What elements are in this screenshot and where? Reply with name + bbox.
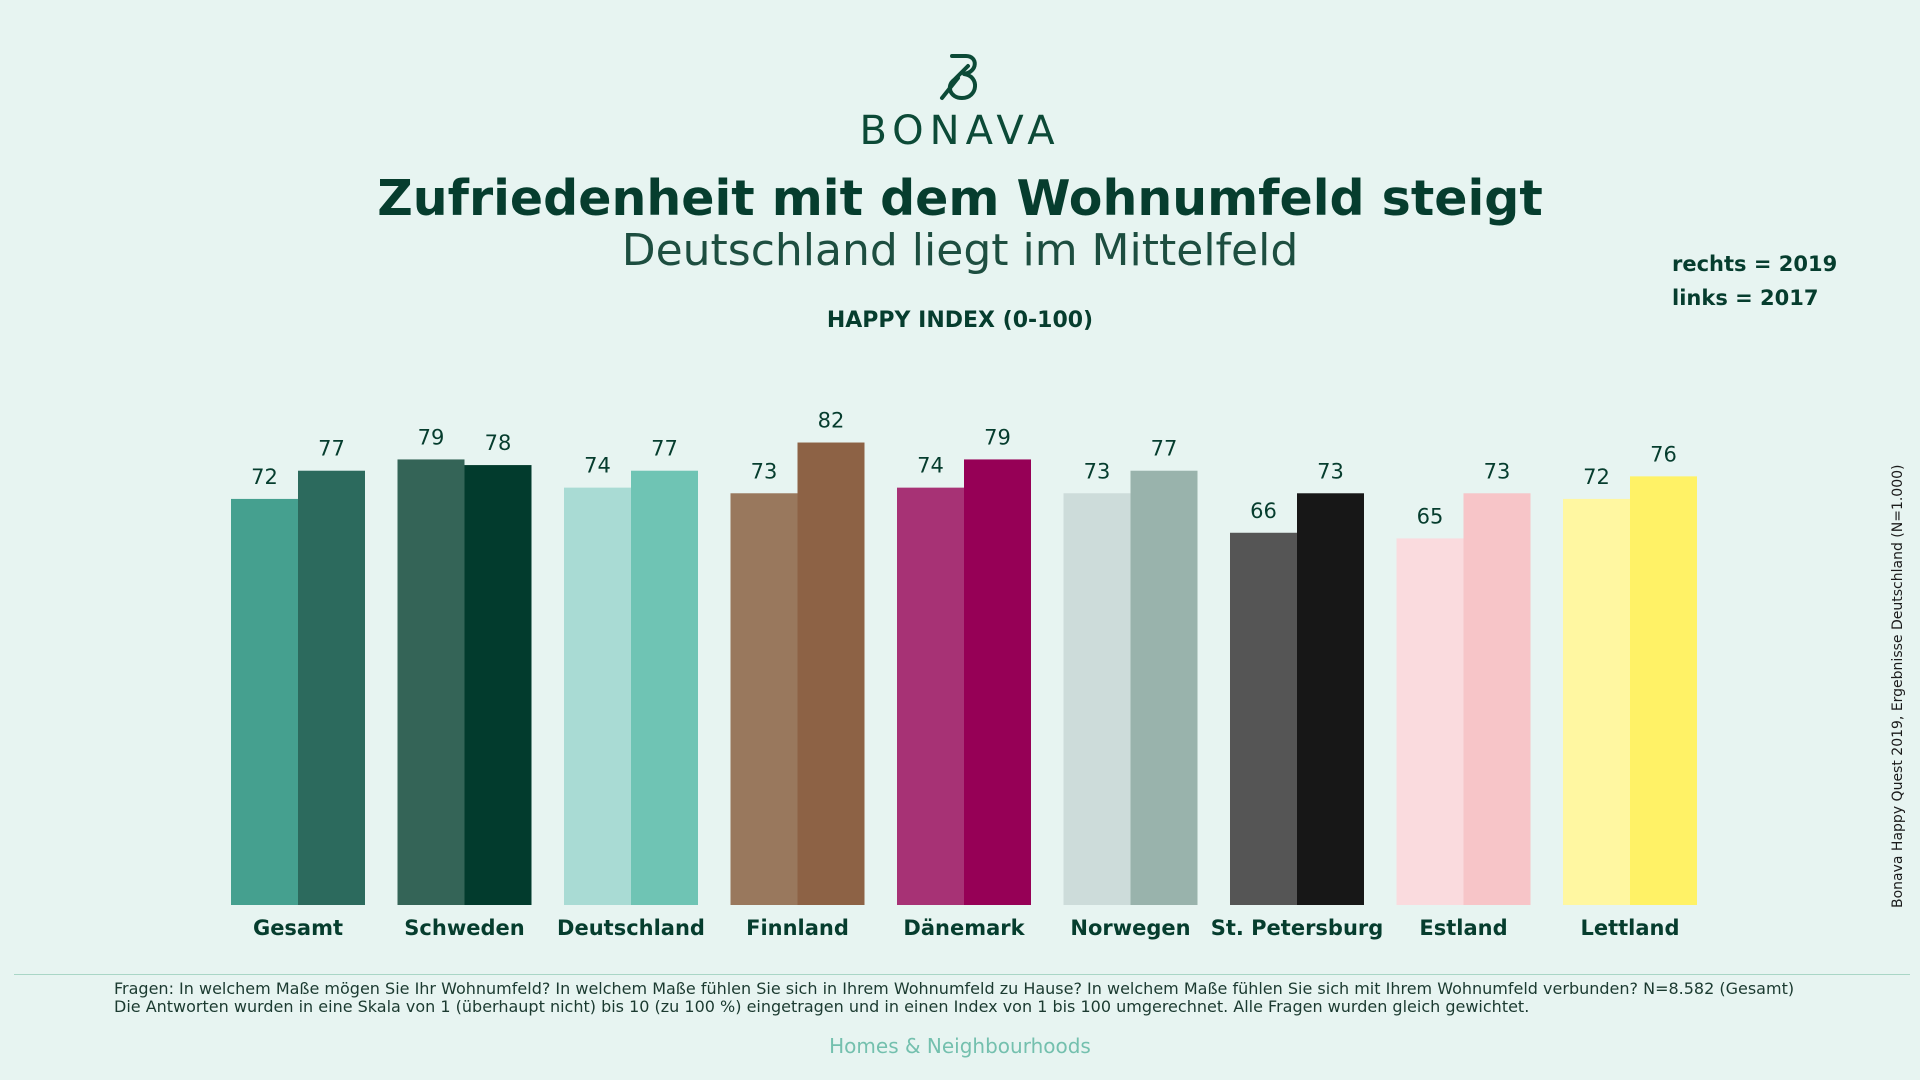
index-title: HAPPY INDEX (0-100) bbox=[826, 308, 1094, 333]
bar-gesamt-right bbox=[298, 470, 365, 905]
legend-left: links = 2017 bbox=[1672, 286, 1819, 310]
category-label-gesamt: Gesamt bbox=[253, 916, 343, 940]
data-label-deutschland-left: 74 bbox=[584, 454, 611, 478]
data-label-estland-right: 73 bbox=[1484, 459, 1511, 483]
bar-gesamt-left bbox=[231, 498, 298, 905]
bar-deutschland-right bbox=[631, 470, 698, 905]
footnote-line-2: Die Antworten wurden in eine Skala von 1… bbox=[114, 997, 1530, 1016]
bar-estland-left bbox=[1396, 538, 1464, 905]
legend-note: rechts = 2019 links = 2017 bbox=[1672, 247, 1837, 315]
data-label-lettland-left: 72 bbox=[1583, 465, 1610, 489]
bar-lettland-left bbox=[1563, 498, 1630, 905]
data-label-deutschland-right: 77 bbox=[651, 437, 678, 461]
data-label-estland-left: 65 bbox=[1417, 504, 1444, 528]
category-label-schweden: Schweden bbox=[404, 916, 524, 940]
bar-st-petersburg-left bbox=[1230, 532, 1297, 905]
data-label-dänemark-left: 74 bbox=[917, 454, 944, 478]
category-label-lettland: Lettland bbox=[1580, 916, 1679, 940]
bar-st-petersburg-right bbox=[1297, 493, 1364, 905]
bar-norwegen-right bbox=[1130, 470, 1198, 905]
bar-chart: 72 77 Gesamt 79 78 Schweden 74 77 Deutschland 73 8… bbox=[231, 409, 1697, 940]
bar-finnland-right bbox=[797, 442, 865, 905]
bar-norwegen-left bbox=[1063, 493, 1131, 905]
data-label-gesamt-right: 77 bbox=[318, 437, 345, 461]
bar-estland-right bbox=[1463, 493, 1531, 905]
bonava-logo-icon bbox=[940, 54, 977, 100]
bar-finnland-left bbox=[730, 493, 798, 905]
bonava-logo: BONAVA bbox=[0, 52, 1920, 154]
category-label-dänemark: Dänemark bbox=[903, 916, 1025, 940]
data-label-norwegen-left: 73 bbox=[1084, 459, 1111, 483]
chart-title: Zufriedenheit mit dem Wohnumfeld steigt bbox=[377, 170, 1543, 227]
data-label-norwegen-right: 77 bbox=[1151, 437, 1178, 461]
brand-name: BONAVA bbox=[859, 108, 1061, 154]
data-label-finnland-left: 73 bbox=[751, 459, 778, 483]
bar-deutschland-left bbox=[564, 487, 631, 905]
category-label-finnland: Finnland bbox=[746, 916, 849, 940]
data-label-lettland-right: 76 bbox=[1650, 442, 1677, 466]
data-label-finnland-right: 82 bbox=[818, 409, 845, 433]
category-label-deutschland: Deutschland bbox=[557, 916, 705, 940]
category-label-estland: Estland bbox=[1419, 916, 1507, 940]
chart-subtitle: Deutschland liegt im Mittelfeld bbox=[621, 225, 1299, 276]
footnote: Fragen: In welchem Maße mögen Sie Ihr Wo… bbox=[114, 980, 1884, 1016]
category-label-norwegen: Norwegen bbox=[1070, 916, 1190, 940]
bar-schweden-right bbox=[464, 465, 532, 905]
bar-dänemark-left bbox=[897, 487, 964, 905]
bar-schweden-left bbox=[397, 459, 465, 905]
category-label-st-petersburg: St. Petersburg bbox=[1211, 916, 1384, 940]
data-label-dänemark-right: 79 bbox=[984, 425, 1011, 449]
data-label-st-petersburg-right: 73 bbox=[1317, 459, 1344, 483]
data-label-schweden-left: 79 bbox=[418, 425, 445, 449]
data-label-gesamt-left: 72 bbox=[251, 465, 278, 489]
data-label-st-petersburg-left: 66 bbox=[1250, 499, 1277, 523]
divider bbox=[14, 974, 1910, 975]
footnote-line-1: Fragen: In welchem Maße mögen Sie Ihr Wo… bbox=[114, 979, 1795, 998]
data-label-schweden-right: 78 bbox=[485, 431, 512, 455]
legend-right: rechts = 2019 bbox=[1672, 252, 1838, 276]
footer-tagline: Homes & Neighbourhoods bbox=[829, 1034, 1091, 1058]
bar-dänemark-right bbox=[964, 459, 1031, 905]
bar-lettland-right bbox=[1630, 476, 1697, 905]
